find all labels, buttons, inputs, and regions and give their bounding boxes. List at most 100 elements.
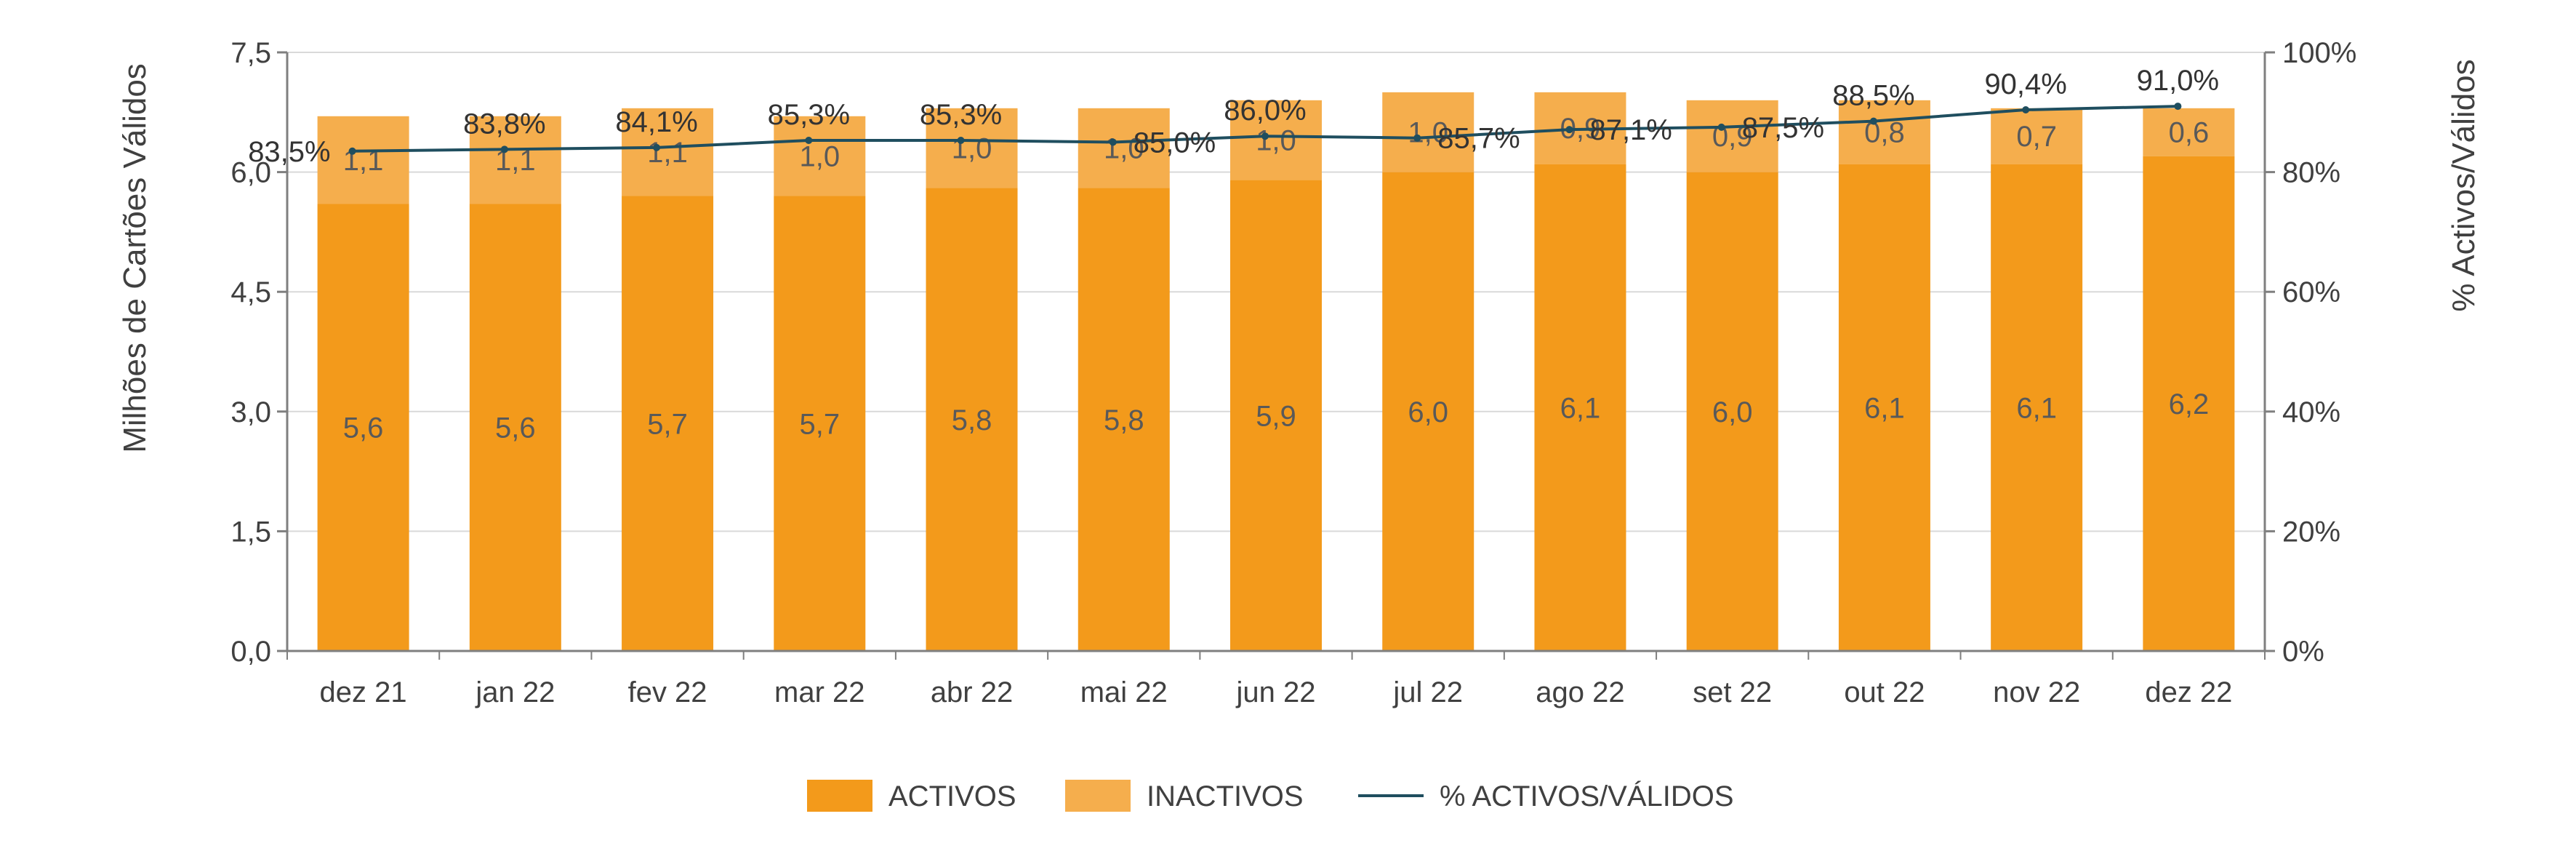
pct-label: 83,8%	[463, 108, 545, 140]
bar-activos	[1230, 180, 1322, 651]
pct-label: 85,0%	[1133, 127, 1216, 159]
right-axis-ticks: 0% 20% 40% 60% 80% 100%	[2265, 37, 2356, 668]
pct-label: 87,5%	[1742, 112, 1824, 144]
left-tick-label: 0,0	[230, 636, 271, 668]
right-tick-label: 100%	[2282, 37, 2356, 69]
bar-label-activos: 5,7	[647, 408, 688, 440]
bar-label-activos: 5,8	[952, 404, 992, 436]
legend-label-activos: ACTIVOS	[888, 780, 1016, 812]
x-tick-label: jan 22	[475, 676, 555, 708]
bar-activos	[1991, 164, 2083, 652]
bar-inactivos	[1838, 100, 1930, 164]
pct-point	[1869, 117, 1877, 125]
bar-label-activos: 5,6	[495, 412, 536, 444]
bar-label-inactivos: 1,0	[1408, 117, 1448, 149]
bar-label-activos: 5,9	[1256, 400, 1296, 432]
x-axis-ticks: dez 21 jan 22 fev 22 mar 22 abr 22 mai 22 jun …	[286, 651, 2266, 708]
x-tick-label: mai 22	[1080, 676, 1168, 708]
bar-label-inactivos: 1,1	[647, 137, 688, 169]
left-tick-label: 4,5	[230, 276, 271, 308]
bar-activos	[2143, 156, 2235, 652]
left-tick-label: 3,0	[230, 396, 271, 428]
bar-labels: 5,61,15,61,15,71,15,71,05,81,05,81,05,91…	[343, 113, 2209, 444]
x-tick-label: jul 22	[1392, 676, 1463, 708]
bar-activos	[1534, 164, 1626, 652]
bar-label-activos: 5,7	[800, 408, 840, 440]
x-tick-label: dez 21	[320, 676, 407, 708]
pct-point	[1413, 134, 1421, 142]
bar-label-inactivos: 1,0	[1256, 125, 1296, 157]
x-tick-label: nov 22	[1993, 676, 2080, 708]
left-axis-ticks: 0,0 1,5 3,0 4,5 6,0 7,5	[230, 37, 287, 668]
pct-point	[1565, 126, 1573, 134]
bar-inactivos	[469, 116, 561, 204]
bar-inactivos	[1230, 100, 1322, 180]
x-tick-label: out 22	[1844, 676, 1925, 708]
bar-inactivos	[1991, 108, 2083, 164]
bar-label-inactivos: 1,0	[1104, 133, 1144, 165]
pct-label: 85,7%	[1437, 123, 1520, 155]
pct-label: 85,3%	[768, 99, 850, 131]
bar-activos	[1078, 188, 1170, 652]
bar-activos	[469, 204, 561, 651]
bar-label-activos: 6,1	[1560, 392, 1601, 424]
pct-label: 83,5%	[248, 136, 330, 168]
bar-activos	[317, 204, 409, 651]
x-tick-label: abr 22	[931, 676, 1013, 708]
bar-label-activos: 6,0	[1712, 396, 1753, 428]
bar-inactivos	[2143, 108, 2235, 156]
pct-label: 85,3%	[920, 99, 1002, 131]
right-tick-label: 80%	[2282, 157, 2340, 189]
pct-point	[348, 147, 356, 155]
bar-inactivos	[926, 108, 1018, 188]
pct-point	[957, 136, 965, 144]
legend-label-inactivos: INACTIVOS	[1147, 780, 1304, 812]
bar-activos	[622, 196, 714, 651]
x-tick-label: dez 22	[2145, 676, 2232, 708]
x-tick-label: set 22	[1693, 676, 1772, 708]
legend-swatch-inactivos	[1065, 780, 1131, 812]
x-tick-label: jun 22	[1236, 676, 1316, 708]
pct-point	[2022, 106, 2030, 114]
bar-inactivos	[1078, 108, 1170, 188]
x-tick-label: fev 22	[628, 676, 707, 708]
pct-point	[2174, 103, 2182, 111]
bar-inactivos	[622, 108, 714, 196]
axes	[286, 52, 2266, 652]
bar-label-activos: 5,8	[1104, 404, 1144, 436]
left-axis-title: Milhões de Cartões Válidos	[117, 63, 153, 453]
pct-point	[805, 136, 813, 144]
bar-activos	[1686, 172, 1778, 652]
pct-label: 87,1%	[1589, 114, 1672, 146]
pct-label: 88,5%	[1832, 80, 1914, 112]
bar-activos	[1382, 172, 1474, 652]
pct-point	[1717, 123, 1725, 131]
bar-label-activos: 5,6	[343, 412, 384, 444]
left-tick-label: 6,0	[230, 157, 271, 189]
pct-line: 83,5% 83,8% 84,1% 85,3% 85,3% 85,0%86,0% 85,7%…	[248, 65, 2219, 168]
x-tick-label: mar 22	[774, 676, 865, 708]
bar-label-inactivos: 1,0	[800, 141, 840, 173]
bar-inactivos	[1686, 100, 1778, 172]
legend-label-pct: % ACTIVOS/VÁLIDOS	[1440, 780, 1734, 812]
legend: ACTIVOS INACTIVOS % ACTIVOS/VÁLIDOS	[807, 780, 1734, 812]
pct-label: 90,4%	[1984, 68, 2066, 100]
x-tick-label: ago 22	[1536, 676, 1624, 708]
left-tick-label: 7,5	[230, 37, 271, 69]
right-tick-label: 0%	[2282, 636, 2324, 668]
pct-point	[653, 143, 661, 151]
right-tick-label: 40%	[2282, 396, 2340, 428]
bar-label-activos: 6,1	[2016, 392, 2057, 424]
pct-label: 91,0%	[2137, 65, 2219, 97]
bar-activos	[926, 188, 1018, 652]
bar-label-activos: 6,1	[1864, 392, 1905, 424]
right-tick-label: 20%	[2282, 516, 2340, 548]
left-tick-label: 1,5	[230, 516, 271, 548]
bar-inactivos	[1382, 92, 1474, 172]
bar-label-inactivos: 0,6	[2169, 117, 2210, 149]
pct-label: 84,1%	[615, 106, 697, 138]
bar-inactivos	[317, 116, 409, 204]
pct-point	[1109, 138, 1117, 146]
legend-swatch-activos	[807, 780, 872, 812]
bar-label-inactivos: 0,7	[2016, 121, 2057, 153]
